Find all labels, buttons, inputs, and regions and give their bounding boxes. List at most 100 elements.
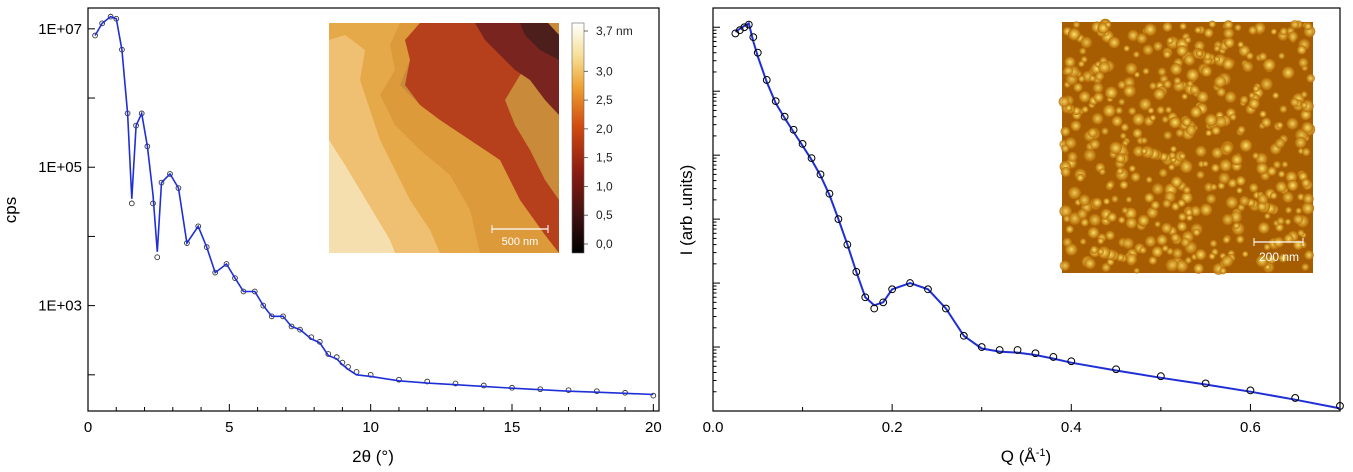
nanoparticle-grain: [1281, 66, 1295, 79]
nanoparticle-grain: [1211, 147, 1223, 159]
nanoparticle-grain: [1259, 110, 1267, 118]
nanoparticle-grain: [1126, 253, 1138, 265]
nanoparticle-grain: [1171, 202, 1180, 211]
nanoparticle-grain: [1059, 260, 1071, 271]
nanoparticle-grain: [1249, 183, 1259, 193]
nanoparticle-grain: [1140, 137, 1148, 144]
nanoparticle-grain: [1193, 263, 1204, 274]
nanoparticle-grain: [1111, 115, 1123, 127]
nanoparticle-grain: [1301, 147, 1311, 157]
saxs-data-point: [744, 20, 753, 29]
nanoparticle-grain: [1274, 138, 1286, 149]
saxs-data-point: [879, 298, 888, 307]
nanoparticle-grain: [1169, 116, 1181, 129]
saxs-data-point: [780, 112, 789, 121]
xrr-plot-frame: [87, 7, 660, 412]
nanoparticle-grain: [1261, 117, 1272, 128]
nanoparticle-grain: [1068, 28, 1081, 41]
xrr-x-axis-label: 2θ (°): [352, 447, 394, 466]
nanoparticle-grain: [1216, 87, 1226, 97]
x-tick-label: 0.0: [703, 419, 724, 436]
nanoparticle-grain: [1073, 82, 1083, 93]
nanoparticle-grain: [1078, 75, 1086, 83]
nanoparticle-grain: [1246, 52, 1254, 60]
nanoparticle-grain: [1063, 215, 1071, 223]
nanoparticle-grain: [1089, 139, 1101, 150]
nanoparticle-grain: [1161, 115, 1169, 124]
xrr-data-point: [367, 371, 374, 378]
nanoparticle-grain: [1258, 222, 1270, 234]
nanoparticle-grain: [1177, 221, 1187, 232]
nanoparticle-grain: [1125, 62, 1138, 75]
nanoparticle-grain: [1262, 58, 1276, 72]
x-tick-label: 0.4: [1061, 419, 1082, 436]
nanoparticle-scale-label: 200 nm: [1259, 250, 1299, 264]
nanoparticle-grain: [1211, 126, 1221, 136]
nanoparticle-grain: [1157, 67, 1167, 77]
nanoparticle-grain: [1137, 214, 1150, 227]
saxs-data-point: [771, 97, 780, 106]
colorbar-tick-label: 2,0: [596, 122, 613, 136]
nanoparticle-grain: [1089, 75, 1096, 82]
nanoparticle-grain: [1227, 178, 1238, 188]
nanoparticle-grain: [1149, 82, 1157, 90]
saxs-data-point: [789, 125, 798, 134]
nanoparticle-grain: [1301, 263, 1310, 271]
nanoparticle-grain: [1219, 159, 1232, 172]
nanoparticle-grain: [1284, 218, 1292, 225]
nanoparticle-grain: [1109, 141, 1122, 155]
nanoparticle-grain: [1173, 77, 1182, 85]
nanoparticle-grain: [1239, 139, 1253, 152]
xrr-data-point: [565, 387, 572, 394]
nanoparticle-grain: [1058, 96, 1070, 108]
xrr-data-point: [288, 323, 295, 330]
nanoparticle-grain: [1108, 36, 1121, 49]
nanoparticle-grain: [1145, 176, 1153, 183]
nanoparticle-grain: [1233, 222, 1240, 230]
nanoparticle-grain: [1278, 253, 1288, 263]
nanoparticle-grain: [1170, 232, 1180, 242]
nanoparticle-grain: [1218, 172, 1231, 185]
nanoparticle-grain: [1301, 121, 1314, 134]
nanoparticle-grain: [1260, 77, 1273, 91]
nanoparticle-grain: [1162, 199, 1172, 209]
y-tick-label: 1E+07: [38, 21, 82, 38]
saxs-data-point: [852, 267, 861, 276]
nanoparticle-grain: [1115, 106, 1123, 115]
nanoparticle-grain: [1287, 179, 1299, 191]
nanoparticle-grain: [1237, 41, 1244, 48]
x-tick-label: 5: [225, 419, 233, 436]
nanoparticle-grain: [1185, 208, 1193, 217]
nanoparticle-grain: [1269, 191, 1278, 200]
x-tick-label: 15: [504, 419, 521, 436]
nanoparticle-grain: [1290, 97, 1299, 107]
saxs-data-point: [749, 33, 758, 42]
nanoparticle-grain: [1301, 178, 1311, 188]
nanoparticle-grain: [1176, 45, 1188, 57]
xrr-data-point: [223, 261, 230, 267]
xrr-data-point: [232, 275, 238, 281]
nanoparticle-grain: [1128, 165, 1136, 173]
nanoparticle-grain: [1060, 166, 1071, 178]
nanoparticle-grain: [1139, 98, 1152, 111]
nanoparticle-grain: [1273, 160, 1281, 169]
saxs-data-point: [941, 304, 950, 313]
nanoparticle-grain: [1177, 199, 1186, 208]
nanoparticle-grain: [1127, 29, 1139, 42]
nanoparticle-grain: [1219, 267, 1227, 275]
nanoparticle-grain: [1065, 225, 1074, 234]
y-tick-label: 1E+05: [38, 159, 82, 176]
nanoparticle-grain: [1231, 154, 1243, 166]
colorbar-tick-label: 0,5: [596, 208, 613, 222]
nanoparticle-grain: [1151, 246, 1163, 258]
nanoparticle-grain: [1276, 121, 1284, 129]
nanoparticle-grain: [1190, 85, 1200, 95]
nanoparticle-grain: [1064, 56, 1076, 68]
nanoparticle-grain: [1142, 44, 1154, 56]
nanoparticle-grain: [1234, 24, 1242, 32]
saxs-data-point: [843, 240, 852, 249]
nanoparticle-grain: [1095, 71, 1105, 81]
nanoparticle-grain: [1175, 259, 1189, 273]
nanoparticle-grain: [1196, 170, 1205, 179]
nanoparticle-grain: [1103, 198, 1110, 205]
